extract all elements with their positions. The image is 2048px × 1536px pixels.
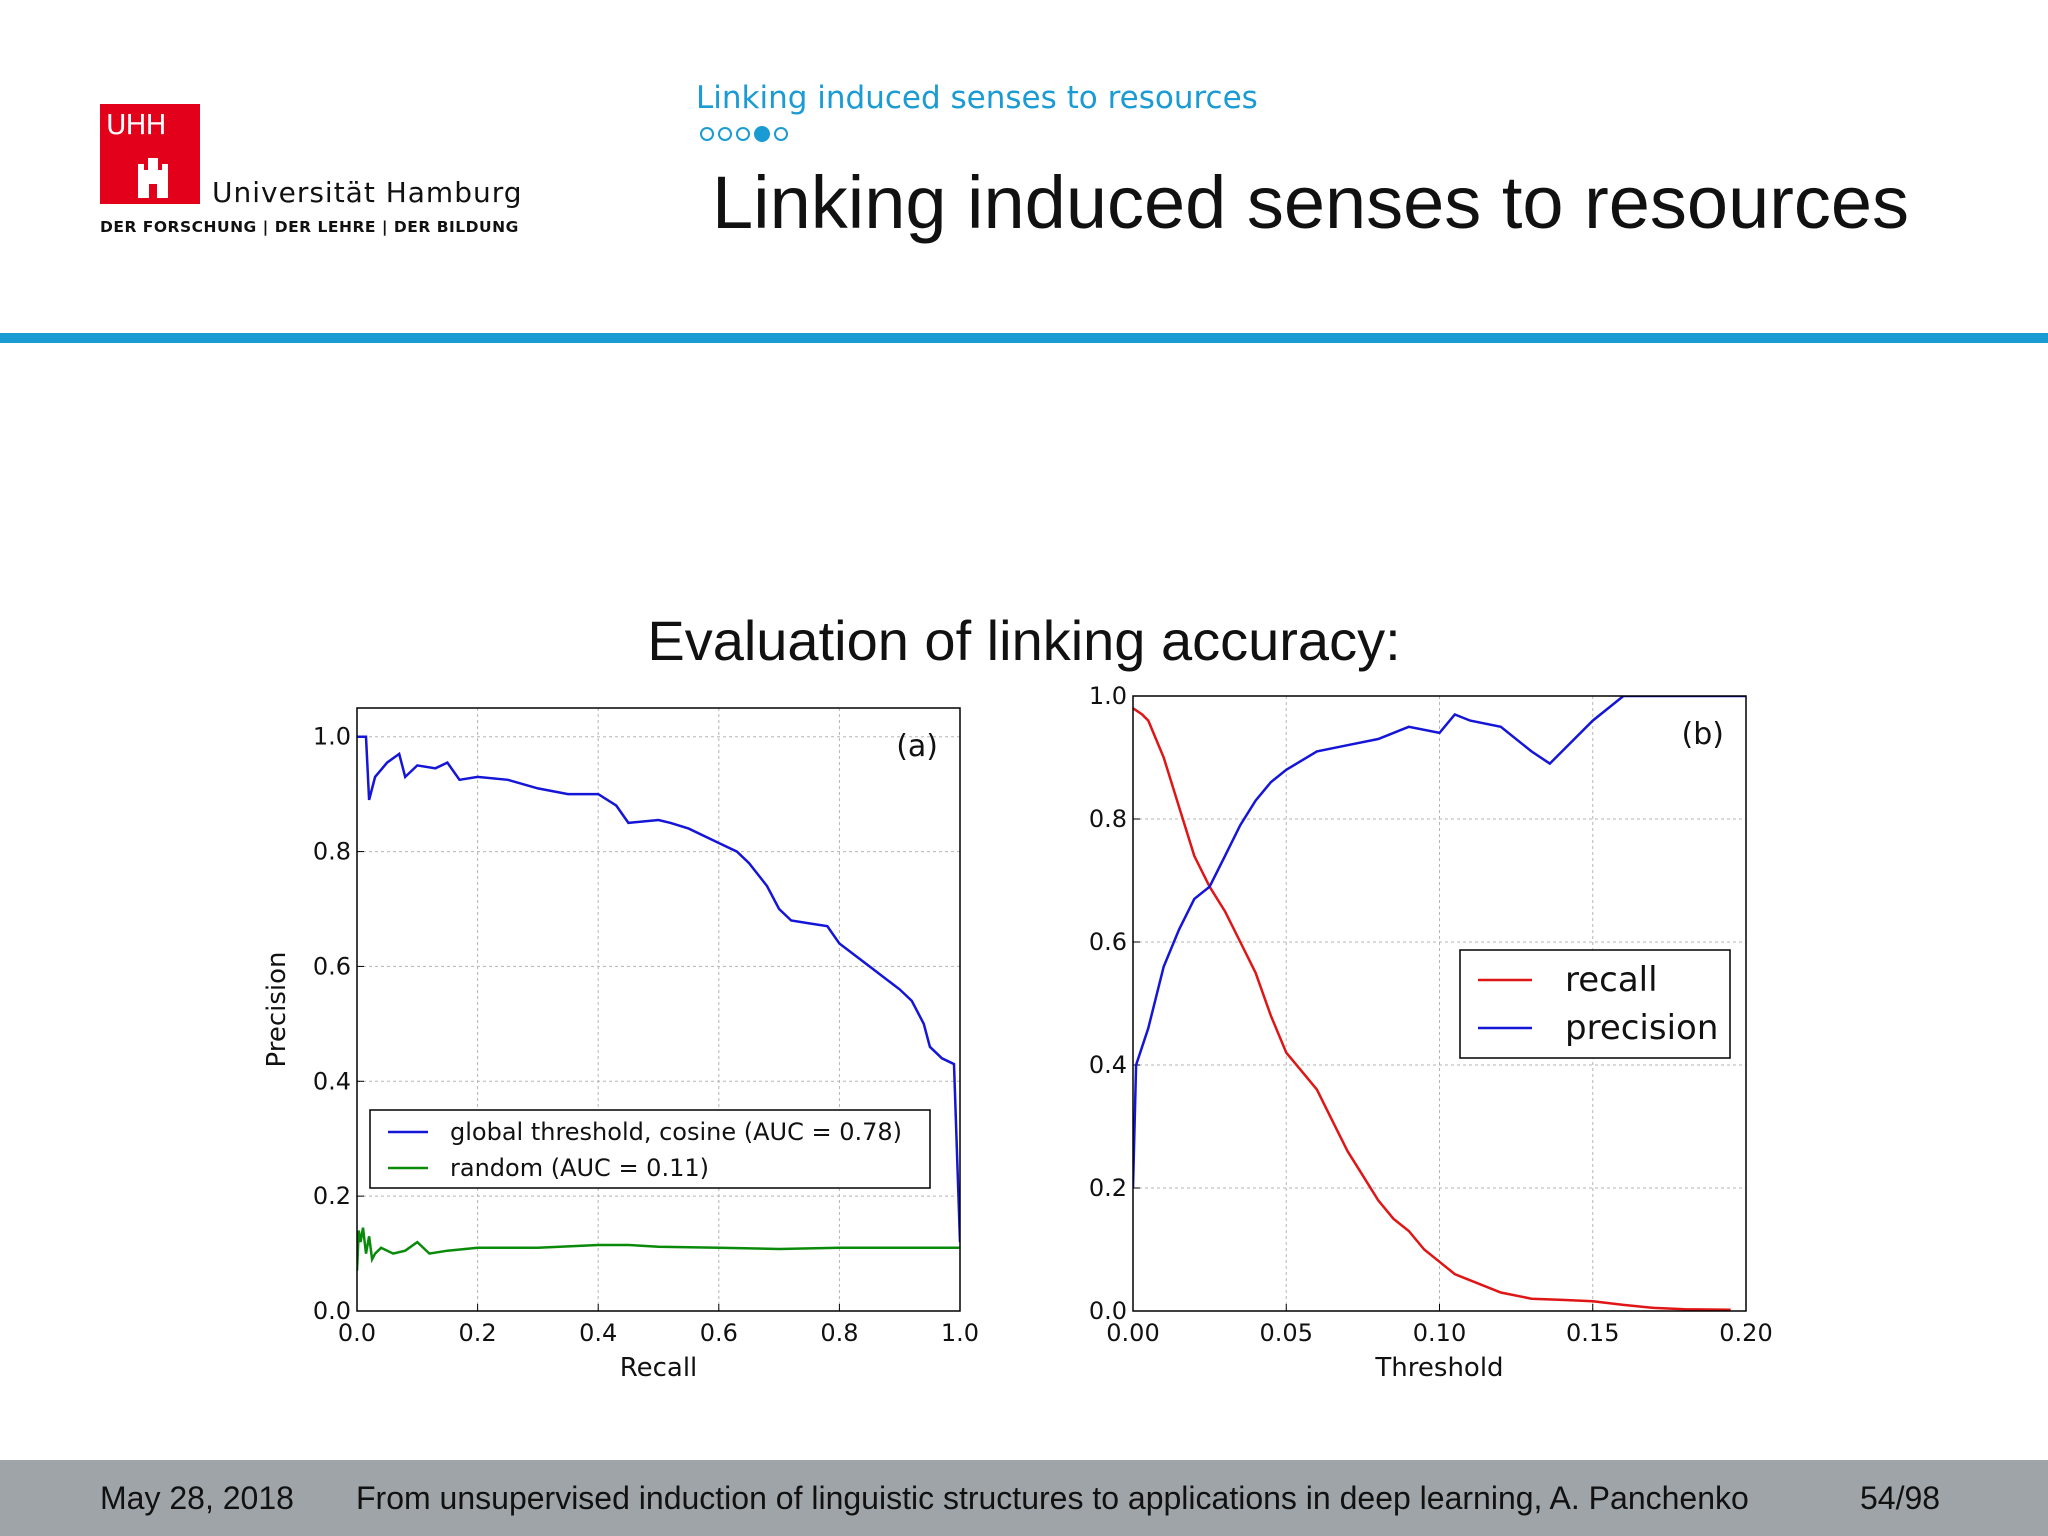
progress-dot-1[interactable] <box>700 127 714 141</box>
legend-box <box>369 1109 931 1189</box>
legend-label: recall <box>1565 960 1658 1000</box>
series-line-2 <box>357 1227 960 1271</box>
plot-frame <box>356 707 961 1312</box>
slide-title: Linking induced senses to resources <box>712 161 1910 244</box>
y-tick-label: 0.2 <box>313 1182 351 1210</box>
y-tick-label: 0.0 <box>1089 1297 1127 1325</box>
footer-date: May 28, 2018 <box>100 1480 294 1516</box>
y-tick-label: 0.6 <box>313 952 351 980</box>
legend-label: global threshold, cosine (AUC = 0.78) <box>450 1118 902 1146</box>
accuracy-charts: 0.0 0.2 0.4 0.6 0.8 1.0 0.0 0.2 0.4 0.6 0.8 1.0 (a) R… <box>262 682 1773 1383</box>
y-tick-label: 1.0 <box>1089 682 1127 710</box>
logo-abbr: UHH <box>106 108 167 141</box>
x-tick-label: 0.0 <box>338 1319 376 1347</box>
logo-tagline: DER FORSCHUNG | DER LEHRE | DER BILDUNG <box>100 218 519 236</box>
x-tick-label: 0.00 <box>1106 1319 1159 1347</box>
x-axis-label: Threshold <box>1374 1353 1503 1383</box>
chart-legend: global threshold, cosine (AUC = 0.78) ran… <box>369 1109 931 1189</box>
logo-name: Universität Hamburg <box>212 176 523 209</box>
series-line-2 <box>1133 696 1746 1189</box>
x-tick-label: 0.15 <box>1566 1319 1619 1347</box>
progress-dot-3[interactable] <box>736 127 750 141</box>
progress-dot-4[interactable] <box>754 126 770 142</box>
y-tick-label: 0.0 <box>313 1297 351 1325</box>
chart-panel-2: 0.00 0.05 0.10 0.15 0.20 0.0 0.2 0.4 0.6 0.8 1.0 (b… <box>1089 682 1773 1383</box>
progress-dot-2[interactable] <box>718 127 732 141</box>
x-tick-label: 0.8 <box>820 1319 858 1347</box>
progress-dot-5[interactable] <box>774 127 788 141</box>
section-title[interactable]: Linking induced senses to resources <box>696 80 1258 116</box>
panel-label: (b) <box>1682 717 1724 752</box>
x-tick-label: 0.2 <box>459 1319 497 1347</box>
legend-label: random (AUC = 0.11) <box>450 1154 709 1182</box>
series-line-1 <box>357 735 960 1243</box>
x-tick-label: 1.0 <box>941 1319 979 1347</box>
y-tick-label: 0.8 <box>313 838 351 866</box>
y-tick-label: 0.8 <box>1089 805 1127 833</box>
y-axis-label: Precision <box>262 951 292 1067</box>
header-divider <box>0 333 2048 343</box>
logo-mark: UHH <box>100 104 200 204</box>
x-tick-label: 0.20 <box>1719 1319 1772 1347</box>
x-tick-label: 0.4 <box>579 1319 617 1347</box>
footer-talk: From unsupervised induction of linguisti… <box>356 1480 1749 1516</box>
x-tick-label: 0.10 <box>1413 1319 1466 1347</box>
footer-bar <box>0 1460 2048 1536</box>
chart-legend: recall precision <box>1459 949 1731 1059</box>
x-tick-label: 0.05 <box>1260 1319 1313 1347</box>
castle-icon <box>138 158 168 198</box>
slide-progress-dots[interactable] <box>700 126 788 147</box>
slide-subtitle: Evaluation of linking accuracy: <box>647 609 1401 672</box>
x-axis-label: Recall <box>620 1353 698 1383</box>
chart-panel-1: 0.0 0.2 0.4 0.6 0.8 1.0 0.0 0.2 0.4 0.6 0.8 1.0 (a) R… <box>262 707 979 1383</box>
legend-label: precision <box>1565 1008 1718 1048</box>
footer-page[interactable]: 54/98 <box>1860 1480 1941 1516</box>
y-tick-label: 0.2 <box>1089 1174 1127 1202</box>
y-tick-label: 0.4 <box>313 1067 351 1095</box>
legend-box <box>1459 949 1731 1059</box>
plot-frame <box>1132 695 1747 1312</box>
y-tick-label: 1.0 <box>313 723 351 751</box>
x-tick-label: 0.6 <box>700 1319 738 1347</box>
y-tick-label: 0.6 <box>1089 928 1127 956</box>
panel-label: (a) <box>896 729 938 764</box>
university-logo: UHH Universität Hamburg DER FORSCHUNG | … <box>100 104 523 244</box>
series-line-1 <box>1133 707 1731 1311</box>
y-tick-label: 0.4 <box>1089 1051 1127 1079</box>
